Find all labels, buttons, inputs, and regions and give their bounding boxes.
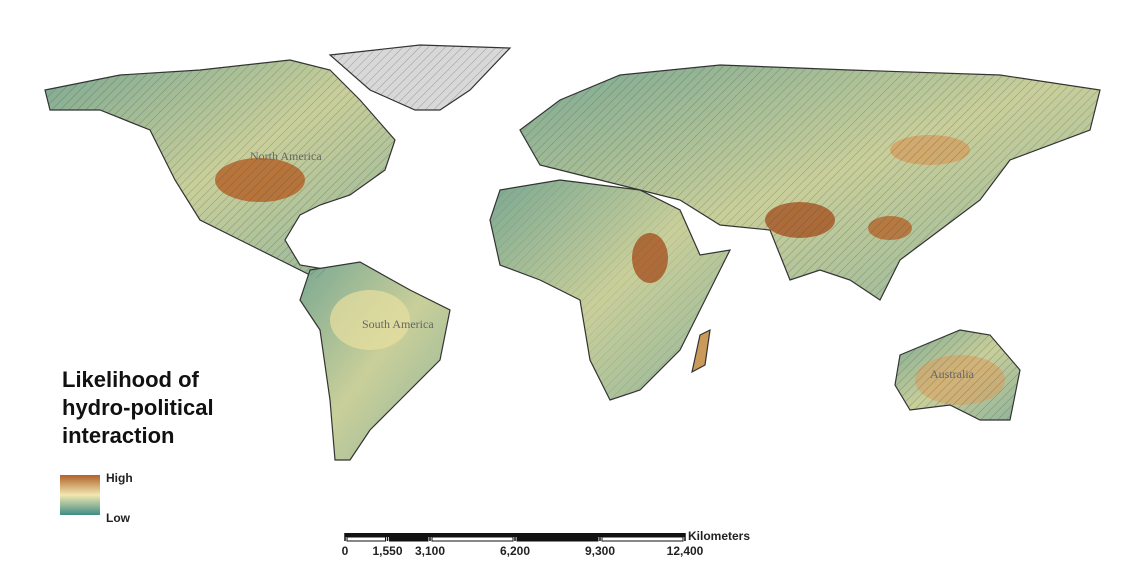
low-zone	[330, 290, 410, 350]
scale-label: 0	[342, 544, 349, 558]
scale-segment-inner	[601, 536, 684, 542]
scale-segment-inner	[389, 536, 429, 542]
scale-label: 9,300	[585, 544, 615, 558]
scale-segment	[345, 533, 388, 537]
hatch	[330, 45, 510, 110]
legend-gradient	[60, 475, 100, 515]
legend-high: High	[106, 471, 133, 485]
land	[44, 44, 1101, 461]
scale-segment	[430, 533, 515, 537]
legend-title: Likelihood of hydro-political interactio…	[62, 367, 214, 448]
scale-segment-inner	[431, 536, 514, 542]
madagascar	[691, 328, 711, 374]
scale-segment	[600, 533, 685, 537]
hatch	[520, 65, 1100, 300]
scale-label: 12,400	[667, 544, 704, 558]
scale-bar: 0 1,550 3,100 6,200 9,300 12,400	[342, 533, 704, 558]
scale-segment-inner	[346, 536, 386, 542]
hatch	[490, 180, 730, 400]
scale-unit: Kilometers	[688, 529, 750, 543]
scale-segment	[387, 533, 430, 537]
scale-label: 6,200	[500, 544, 530, 558]
scale-label: 1,550	[372, 544, 402, 558]
hatch	[895, 330, 1020, 420]
scale-segment	[515, 533, 600, 537]
hatch	[45, 60, 395, 280]
map-label: South America	[362, 317, 434, 331]
legend-low: Low	[106, 511, 131, 525]
map-label: Australia	[930, 367, 975, 381]
scale-segment-inner	[516, 536, 599, 542]
map-label: North America	[250, 149, 322, 163]
scale-label: 3,100	[415, 544, 445, 558]
